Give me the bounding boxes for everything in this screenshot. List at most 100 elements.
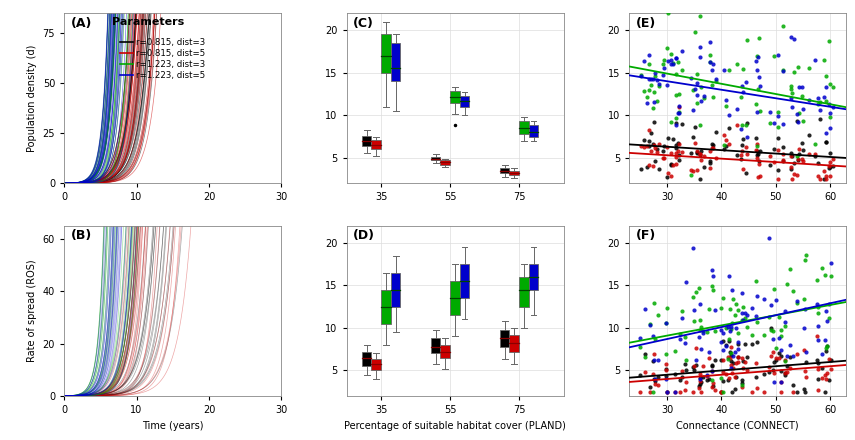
- Point: [697, 330, 711, 337]
- Point: [719, 143, 733, 150]
- FancyBboxPatch shape: [528, 264, 539, 290]
- Point: [644, 322, 657, 329]
- Point: [740, 122, 753, 129]
- Point: [687, 106, 700, 114]
- Y-axis label: Population density (d): Population density (d): [27, 44, 37, 152]
- Point: [813, 115, 827, 122]
- Point: [717, 141, 731, 148]
- Point: [750, 52, 764, 59]
- Point: [736, 136, 750, 143]
- Point: [811, 276, 824, 283]
- Point: [808, 150, 822, 157]
- Point: [673, 336, 687, 343]
- Point: [723, 358, 737, 365]
- Point: [816, 374, 829, 381]
- Point: [687, 318, 701, 325]
- Point: [690, 150, 704, 157]
- Point: [697, 362, 711, 369]
- Point: [722, 336, 735, 343]
- Point: [775, 150, 789, 158]
- Point: [735, 121, 749, 128]
- Point: [816, 350, 829, 357]
- Point: [694, 378, 708, 385]
- Point: [819, 98, 833, 105]
- Point: [740, 170, 753, 177]
- Point: [803, 96, 817, 103]
- Point: [819, 348, 833, 355]
- Point: [795, 84, 809, 91]
- Point: [637, 136, 651, 143]
- Point: [679, 366, 693, 373]
- Point: [811, 387, 825, 394]
- Point: [730, 121, 744, 128]
- Point: [679, 279, 693, 286]
- Point: [663, 50, 677, 57]
- Point: [824, 366, 838, 373]
- Point: [770, 356, 783, 363]
- Point: [750, 109, 764, 116]
- Point: [727, 364, 740, 371]
- Point: [795, 156, 809, 163]
- Point: [648, 375, 662, 382]
- Point: [752, 35, 766, 42]
- Point: [688, 85, 702, 92]
- Point: [642, 143, 656, 150]
- Point: [764, 325, 778, 332]
- Point: [778, 308, 792, 315]
- Point: [771, 166, 785, 173]
- Point: [772, 123, 786, 130]
- Point: [693, 376, 707, 383]
- Point: [717, 146, 731, 153]
- Point: [784, 85, 798, 92]
- Point: [647, 350, 661, 357]
- Point: [808, 141, 822, 148]
- Point: [790, 298, 804, 305]
- Point: [751, 85, 764, 92]
- Point: [708, 386, 722, 393]
- Point: [784, 165, 798, 172]
- Point: [811, 100, 825, 107]
- Point: [772, 334, 786, 341]
- Point: [735, 384, 749, 391]
- Point: [708, 306, 722, 313]
- Point: [719, 325, 733, 332]
- Legend: r=0.815, dist=3, r=0.815, dist=5, r=1.223, dist=3, r=1.223, dist=5: r=0.815, dist=3, r=0.815, dist=5, r=1.22…: [116, 34, 209, 84]
- Point: [816, 264, 829, 271]
- Point: [725, 364, 739, 371]
- Point: [659, 367, 673, 374]
- X-axis label: Connectance (CONNECT): Connectance (CONNECT): [676, 421, 799, 431]
- Point: [751, 54, 764, 61]
- Point: [778, 369, 792, 376]
- Point: [705, 82, 718, 89]
- Point: [700, 377, 714, 384]
- Point: [730, 151, 744, 158]
- Point: [684, 167, 698, 174]
- Point: [642, 75, 656, 82]
- Point: [651, 77, 664, 84]
- Point: [705, 363, 719, 370]
- Point: [722, 125, 736, 132]
- Point: [753, 173, 767, 180]
- Point: [714, 356, 728, 363]
- FancyBboxPatch shape: [500, 330, 510, 347]
- Point: [687, 86, 700, 93]
- Point: [703, 39, 716, 46]
- Point: [642, 162, 656, 169]
- Point: [772, 349, 786, 356]
- Point: [669, 91, 682, 98]
- Point: [694, 148, 708, 155]
- Point: [811, 303, 825, 310]
- Point: [693, 381, 707, 388]
- Point: [751, 318, 764, 325]
- Point: [719, 102, 733, 109]
- Point: [704, 59, 717, 66]
- Point: [797, 325, 811, 332]
- Point: [652, 357, 665, 364]
- Point: [669, 370, 682, 377]
- Point: [793, 110, 806, 117]
- Point: [645, 130, 658, 137]
- Point: [672, 108, 686, 115]
- Point: [660, 143, 674, 150]
- FancyBboxPatch shape: [362, 352, 371, 366]
- Point: [702, 355, 716, 362]
